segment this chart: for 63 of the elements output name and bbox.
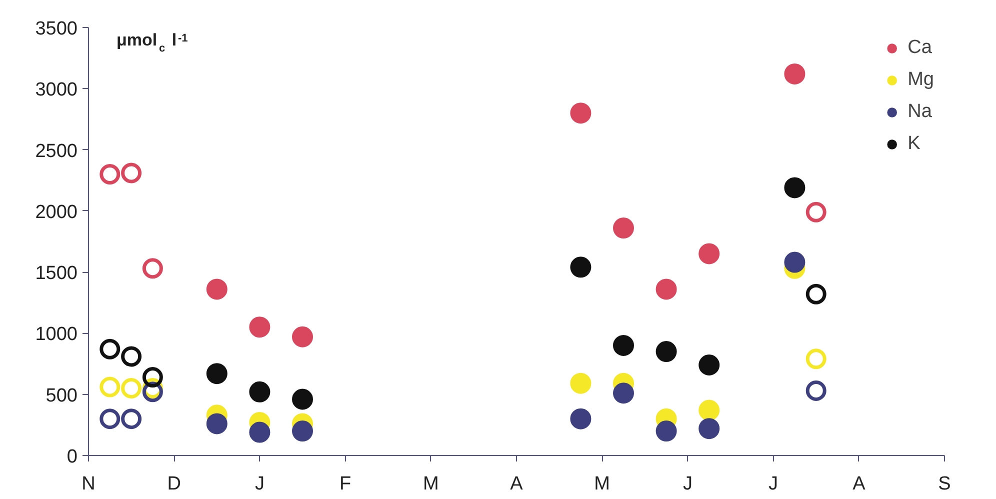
point (570, 372, 592, 394)
x-tick-label: J (768, 474, 778, 494)
point (292, 388, 313, 410)
point (100, 408, 120, 430)
point (292, 326, 313, 348)
legend-label: Ca (908, 37, 932, 59)
x-tick-label: A (852, 474, 866, 494)
point (249, 316, 270, 338)
y-tick-label: 3000 (35, 80, 78, 101)
point (806, 380, 826, 401)
point (698, 354, 720, 376)
point (613, 218, 634, 239)
point (292, 420, 313, 442)
point (206, 278, 228, 300)
point (698, 400, 720, 421)
point (570, 256, 592, 278)
point (121, 162, 142, 184)
x-tick-label: N (82, 474, 96, 494)
point (784, 252, 806, 273)
x-tick-label: M (422, 474, 439, 494)
y-tick-label: 1000 (35, 324, 78, 346)
legend-label: Mg (908, 69, 934, 91)
legend-label: K (908, 133, 922, 155)
point (206, 413, 228, 434)
point (613, 382, 634, 404)
point (656, 278, 677, 300)
point (656, 420, 677, 442)
point (656, 341, 677, 362)
point (249, 422, 270, 443)
y-tick-label: 0 (66, 446, 78, 468)
point (806, 202, 826, 222)
point (784, 63, 806, 84)
point (100, 376, 120, 398)
point (100, 338, 120, 360)
x-tick-label: D (167, 474, 181, 494)
x-tick-label: J (254, 474, 264, 494)
point (121, 408, 142, 430)
point (806, 284, 826, 304)
x-tick-label: S (938, 474, 951, 494)
point (570, 102, 592, 124)
point (249, 381, 270, 402)
x-tick-label: J (682, 474, 692, 494)
point (121, 346, 142, 367)
point (698, 418, 720, 440)
y-tick-label: 3500 (35, 18, 78, 40)
point (206, 363, 228, 384)
point (142, 258, 163, 279)
point (570, 408, 592, 430)
point (698, 243, 720, 264)
y-tick-label: 2000 (35, 202, 78, 223)
y-tick-label: 1500 (35, 263, 78, 284)
point (806, 348, 826, 370)
y-tick-label: 2500 (35, 140, 78, 162)
y-tick-label: 500 (46, 385, 78, 406)
point (613, 334, 634, 356)
point (142, 367, 163, 388)
point (121, 378, 142, 398)
point (100, 164, 120, 184)
x-tick-label: F (339, 474, 352, 494)
x-tick-label: M (594, 474, 610, 494)
legend-label: Na (908, 101, 932, 123)
x-tick-label: A (510, 474, 524, 494)
point (784, 177, 806, 198)
